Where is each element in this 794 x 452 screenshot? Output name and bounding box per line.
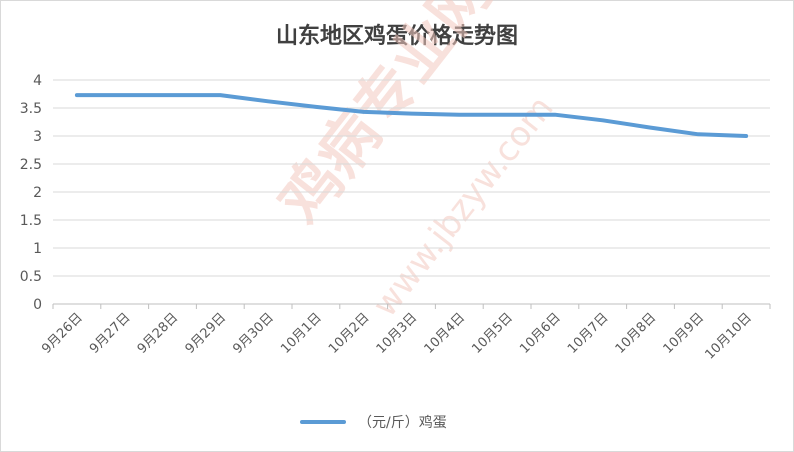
y-tick-label: 3.5	[20, 101, 42, 117]
x-tick-label: 10月4日	[422, 310, 469, 357]
legend: （元/斤）鸡蛋	[300, 412, 447, 432]
series-line	[74, 93, 749, 138]
x-tick-label: 10月3日	[374, 310, 421, 357]
x-tick-label: 9月28日	[135, 310, 182, 357]
y-tick-label: 2	[33, 185, 42, 201]
x-tick-label: 10月8日	[613, 310, 660, 357]
y-tick-label: 0	[33, 297, 42, 313]
x-tick-label: 10月9日	[661, 310, 708, 357]
x-tick-label: 10月6日	[517, 310, 564, 357]
x-tick-label: 10月10日	[703, 310, 755, 362]
x-tick-label: 10月1日	[278, 310, 325, 357]
y-tick-label: 0.5	[20, 269, 42, 285]
x-tick-label: 10月5日	[469, 310, 516, 357]
x-tick-label: 9月30日	[230, 310, 277, 357]
x-tick-label: 10月2日	[326, 310, 373, 357]
x-tick-label: 9月27日	[87, 310, 134, 357]
y-tick-label: 1.5	[20, 213, 42, 229]
chart-title: 山东地区鸡蛋价格走势图	[275, 24, 518, 49]
y-tick-label: 4	[33, 73, 42, 89]
y-tick-label: 2.5	[20, 157, 42, 173]
x-tick-label: 10月7日	[565, 310, 612, 357]
y-tick-label: 1	[33, 241, 42, 257]
legend-label: （元/斤）鸡蛋	[358, 415, 447, 431]
y-tick-label: 3	[33, 129, 42, 145]
legend-swatch	[300, 420, 346, 424]
x-tick-label: 9月26日	[39, 310, 86, 357]
x-tick-label: 9月29日	[183, 310, 230, 357]
